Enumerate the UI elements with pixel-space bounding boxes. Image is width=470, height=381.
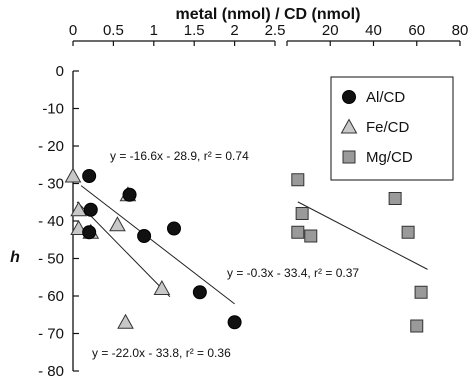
data-point xyxy=(388,192,402,205)
x-axis-title: metal (nmol) / CD (nmol) xyxy=(176,6,361,23)
x-tick-label: 40 xyxy=(365,22,382,39)
axes: 0 0.5 1 1.5 2 2.5 20 40 60 80 0 -10 - 20 - 30 - 40 - 50… xyxy=(38,22,468,380)
data-point xyxy=(83,202,98,217)
data-point xyxy=(304,229,318,243)
x-tick-label: 2 xyxy=(230,22,238,39)
y-axis-title: h xyxy=(10,249,20,266)
data-point xyxy=(291,173,305,187)
fit-equation: y = -22.0x - 33.8, r² = 0.36 xyxy=(92,346,231,360)
x-tick-label: 1.5 xyxy=(184,22,205,39)
legend-label: Mg/CD xyxy=(366,149,413,166)
legend-marker xyxy=(342,150,356,164)
data-point xyxy=(410,319,424,333)
x-tick-label: 20 xyxy=(322,22,339,39)
legend: Al/CD Fe/CD Mg/CD xyxy=(330,76,454,181)
data-point xyxy=(153,279,171,295)
x-tick-label: 0.5 xyxy=(103,22,124,39)
data-point xyxy=(109,216,126,232)
y-tick-label: - 20 xyxy=(38,138,64,155)
y-tick-label: - 50 xyxy=(38,251,64,268)
x-tick-label: 60 xyxy=(408,22,425,39)
y-tick-label: - 40 xyxy=(38,213,64,230)
x-tick-label: 1 xyxy=(150,22,158,39)
data-point xyxy=(117,313,134,329)
y-tick-label: - 80 xyxy=(38,363,64,380)
data-point xyxy=(64,167,82,183)
data-point xyxy=(82,225,97,240)
fit-equation: y = -0.3x - 33.4, r² = 0.37 xyxy=(227,266,359,280)
fit-line xyxy=(76,201,171,298)
x-tick-label: 0 xyxy=(69,22,77,39)
data-point xyxy=(70,201,88,217)
data-point xyxy=(167,221,181,236)
legend-marker xyxy=(342,90,356,104)
x-tick-label: 80 xyxy=(452,22,469,39)
y-tick-label: - 70 xyxy=(38,326,64,343)
fit-line xyxy=(297,201,428,270)
y-tick-label: - 60 xyxy=(38,288,64,305)
data-point xyxy=(401,225,415,239)
y-tick-label: - 30 xyxy=(38,176,64,193)
data-point xyxy=(291,225,305,239)
data-point xyxy=(227,315,242,330)
legend-label: Al/CD xyxy=(366,89,405,106)
fit-equation: y = -16.6x - 28.9, r² = 0.74 xyxy=(110,149,249,163)
data-points xyxy=(64,167,428,333)
fit-lines: y = -16.6x - 28.9, r² = 0.74 y = -22.0x -… xyxy=(76,149,428,360)
legend-label: Fe/CD xyxy=(366,119,410,136)
legend-marker xyxy=(340,118,358,134)
fit-line xyxy=(80,185,235,305)
data-point xyxy=(137,229,152,243)
data-point xyxy=(295,207,309,220)
y-tick-label: -10 xyxy=(42,101,64,118)
x-tick-label: 2.5 xyxy=(265,22,286,39)
data-point xyxy=(122,187,137,202)
y-tick-label: 0 xyxy=(56,63,64,80)
data-point xyxy=(82,169,97,183)
data-point xyxy=(192,285,207,300)
data-point xyxy=(414,285,428,299)
